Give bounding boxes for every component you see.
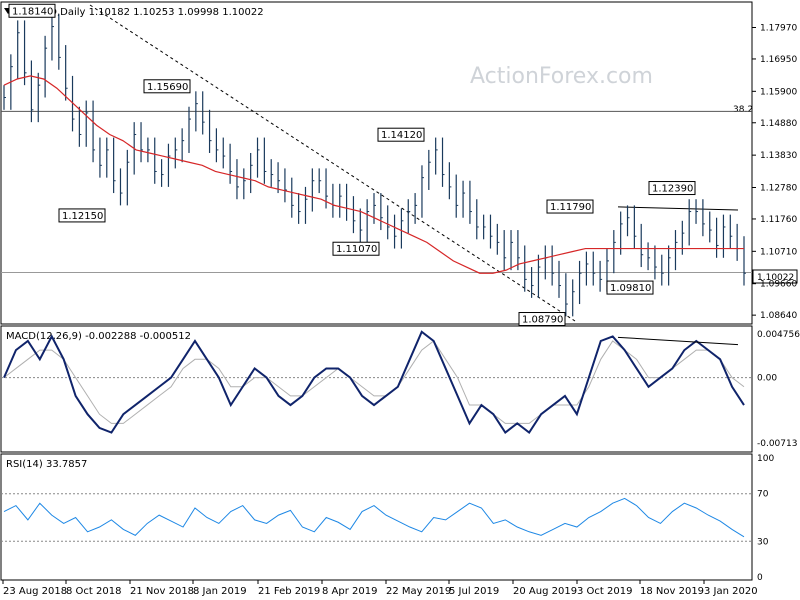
x-tick-label: 23 Aug 2018 bbox=[3, 586, 67, 597]
price-y-tick-label: 1.16950 bbox=[760, 55, 797, 65]
rsi-y-tick-label: 70 bbox=[757, 490, 769, 500]
macd-y-tick-label: -0.00713 bbox=[757, 439, 797, 449]
x-tick-label: 8 Apr 2019 bbox=[322, 586, 377, 597]
macd-signal-line bbox=[3, 340, 745, 424]
x-tick-label: 3 Jan 2020 bbox=[704, 586, 758, 597]
macd-header: MACD(12,26,9) -0.002288 -0.000512 bbox=[6, 331, 191, 342]
rsi-y-tick-label: 100 bbox=[757, 454, 774, 464]
rsi-panel bbox=[0, 453, 753, 581]
x-tick-label: 3 Oct 2019 bbox=[577, 586, 632, 597]
downtrend-line bbox=[89, 4, 576, 322]
x-tick-label: 8 Jan 2019 bbox=[193, 586, 247, 597]
macd-panel bbox=[0, 325, 753, 453]
x-tick-label: 18 Nov 2019 bbox=[640, 586, 704, 597]
x-tick-label: 21 Nov 2018 bbox=[130, 586, 194, 597]
macd-line bbox=[3, 330, 745, 434]
price-y-tick-label: 1.15900 bbox=[760, 87, 797, 97]
price-y-tick-label: 1.13830 bbox=[760, 151, 797, 161]
annotation-label: 1.11790 bbox=[550, 202, 591, 213]
x-tick-label: 8 Oct 2018 bbox=[66, 586, 121, 597]
macd-divergence-line bbox=[617, 336, 739, 346]
moving-average-line bbox=[3, 75, 744, 274]
x-tick-label: 22 May 2019 bbox=[386, 586, 451, 597]
price-y-tick-label: 1.11760 bbox=[760, 215, 797, 225]
annotation-label: 1.11070 bbox=[336, 244, 377, 255]
x-tick-label: 5 Jul 2019 bbox=[449, 586, 499, 597]
annotation-label: 1.15690 bbox=[147, 82, 188, 93]
rsi-line bbox=[3, 497, 745, 538]
x-tick-label: 20 Aug 2019 bbox=[513, 586, 577, 597]
price-header: EURUSD,Daily 1.10182 1.10253 1.09998 1.1… bbox=[15, 7, 264, 18]
annotation-box bbox=[518, 312, 566, 327]
annotation-label: 1.08790 bbox=[522, 315, 563, 326]
price-panel bbox=[0, 1, 753, 325]
watermark: ActionForex.com bbox=[470, 64, 653, 89]
annotation-box bbox=[58, 208, 106, 223]
annotation-box bbox=[332, 241, 380, 256]
annotation-box bbox=[606, 280, 654, 295]
current-price-label: 1.10022 bbox=[757, 273, 794, 283]
price-y-tick-label: 1.14880 bbox=[760, 119, 797, 129]
annotation-label: 1.12150 bbox=[62, 211, 103, 222]
price-y-tick-label: 1.10710 bbox=[760, 247, 797, 257]
price-y-tick-label: 1.08640 bbox=[760, 311, 797, 321]
resistance-line bbox=[617, 206, 739, 211]
x-tick-label: 21 Feb 2019 bbox=[258, 586, 320, 597]
annotation-box bbox=[648, 181, 696, 196]
annotation-box bbox=[546, 199, 594, 214]
rsi-header: RSI(14) 33.7857 bbox=[6, 459, 87, 470]
chart-marks: 1.17970 1.16950 1.15900 1.14880 1.13830 1.127… bbox=[1, 3, 800, 597]
price-y-tick-label: 1.17970 bbox=[760, 24, 797, 34]
annotation-label: 1.18140 bbox=[12, 6, 53, 17]
annotation-label: 1.14120 bbox=[381, 130, 422, 141]
fib-label: 38.2 bbox=[733, 105, 753, 115]
current-price-box bbox=[752, 269, 798, 284]
annotation-label: 1.12390 bbox=[652, 184, 693, 195]
macd-y-tick-label: 0.00 bbox=[757, 374, 777, 384]
rsi-y-tick-label: 30 bbox=[757, 537, 769, 547]
price-y-tick-label: 1.12780 bbox=[760, 184, 797, 194]
annotation-label: 1.09810 bbox=[610, 283, 651, 294]
macd-y-tick-label: 0.004756 bbox=[757, 330, 800, 340]
annotation-box bbox=[377, 127, 425, 142]
annotation-box bbox=[143, 79, 191, 94]
price-y-tick-label: 1.09660 bbox=[760, 280, 797, 290]
rsi-y-tick-label: 0 bbox=[757, 573, 763, 583]
annotation-box bbox=[8, 3, 56, 18]
